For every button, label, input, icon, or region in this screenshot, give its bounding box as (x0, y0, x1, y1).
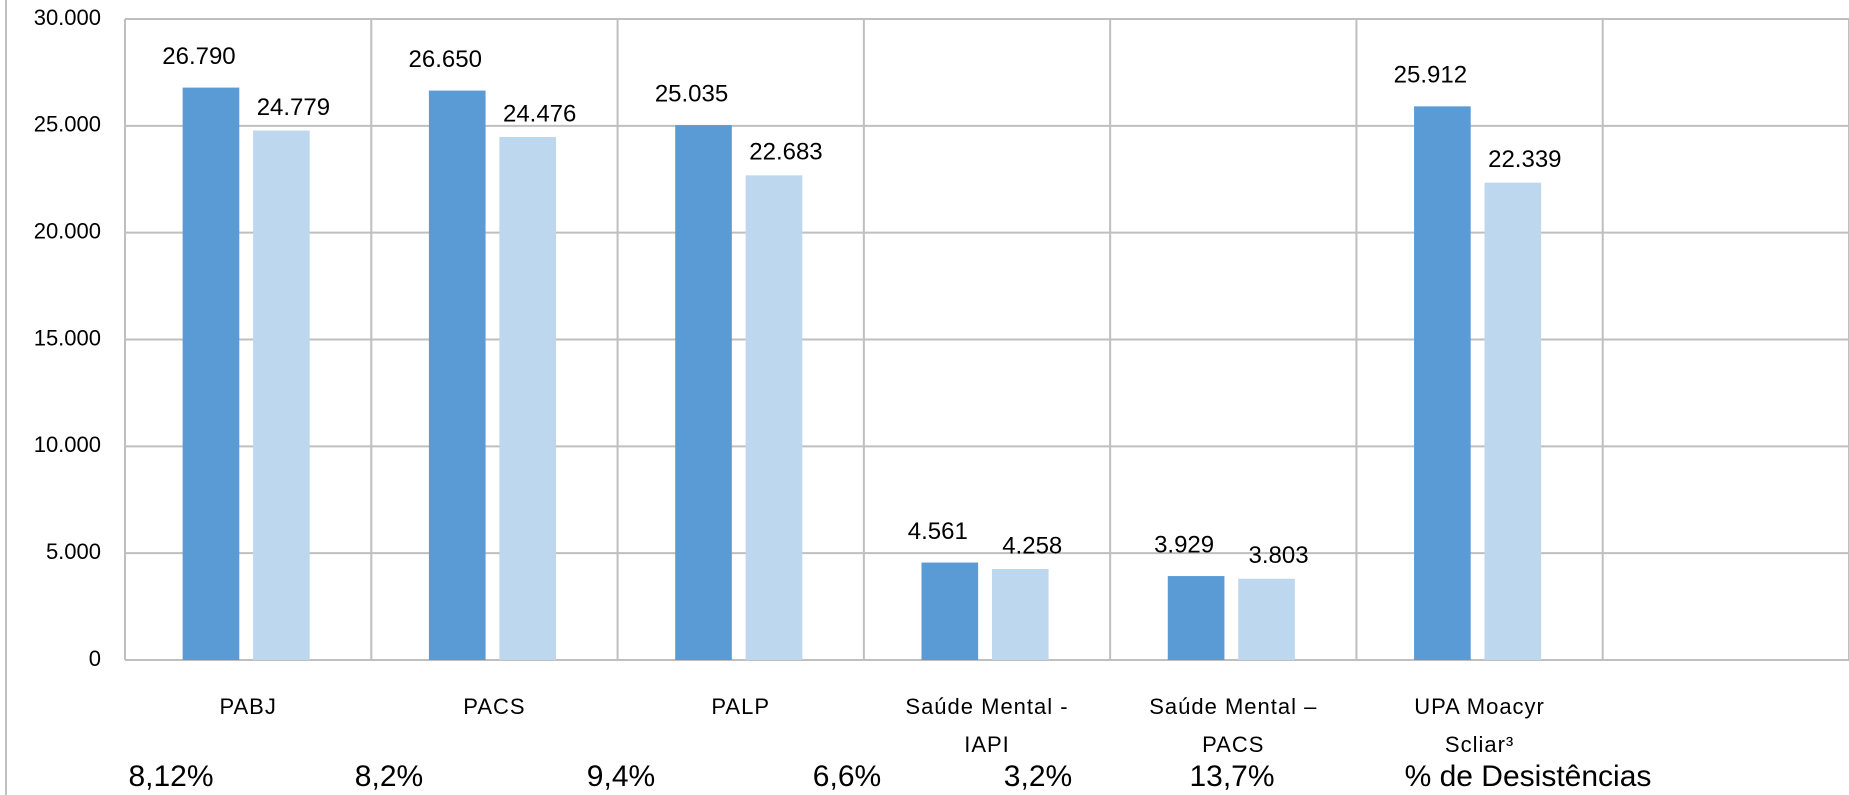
x-tick-label: PALP (711, 694, 770, 719)
annotation: 13,7% (1189, 760, 1274, 793)
annotation: % de Desistências (1405, 760, 1652, 793)
data-label: 22.683 (749, 139, 822, 166)
bar (745, 175, 803, 660)
bar (991, 569, 1049, 660)
y-tick-label: 30.000 (34, 5, 101, 30)
bar (1484, 182, 1542, 660)
data-label: 22.339 (1488, 146, 1561, 173)
annotation: 8,2% (355, 760, 423, 793)
data-label: 25.912 (1394, 62, 1467, 89)
bar (921, 562, 979, 660)
data-label: 26.790 (162, 43, 235, 70)
bar (253, 130, 310, 661)
annotation: 6,6% (813, 760, 881, 793)
x-tick-label: UPA Moacyr Scliar³ (1414, 694, 1545, 757)
bar (1167, 576, 1225, 660)
y-tick-label: 15.000 (34, 325, 101, 350)
x-tick-label: PACS (463, 694, 525, 719)
bar (182, 87, 240, 661)
y-tick-label: 25.000 (34, 112, 101, 137)
data-label: 4.561 (908, 518, 968, 545)
data-label: 3.929 (1154, 531, 1214, 558)
data-label: 24.779 (257, 94, 330, 121)
x-tick-label: Saúde Mental -IAPI (905, 694, 1068, 757)
y-tick-label: 5.000 (46, 539, 101, 564)
bar (675, 125, 732, 660)
bar (1414, 106, 1471, 661)
data-label: 4.258 (1002, 532, 1062, 559)
annotation: 8,12% (128, 760, 213, 793)
bar (1238, 578, 1295, 660)
data-label: 26.650 (409, 46, 482, 73)
data-label: 24.476 (503, 100, 576, 127)
annotation: 3,2% (1004, 760, 1072, 793)
y-tick-label: 20.000 (34, 218, 101, 243)
y-tick-label: 0 (89, 646, 101, 671)
data-label: 25.035 (655, 80, 728, 107)
data-label: 3.803 (1249, 542, 1309, 569)
x-tick-label: Saúde Mental – PACS (1149, 694, 1317, 757)
x-tick-label: PABJ (219, 694, 276, 719)
y-tick-label: 10.000 (34, 432, 101, 457)
annotation: 9,4% (587, 760, 655, 793)
bar (428, 90, 486, 661)
bar (499, 137, 556, 660)
